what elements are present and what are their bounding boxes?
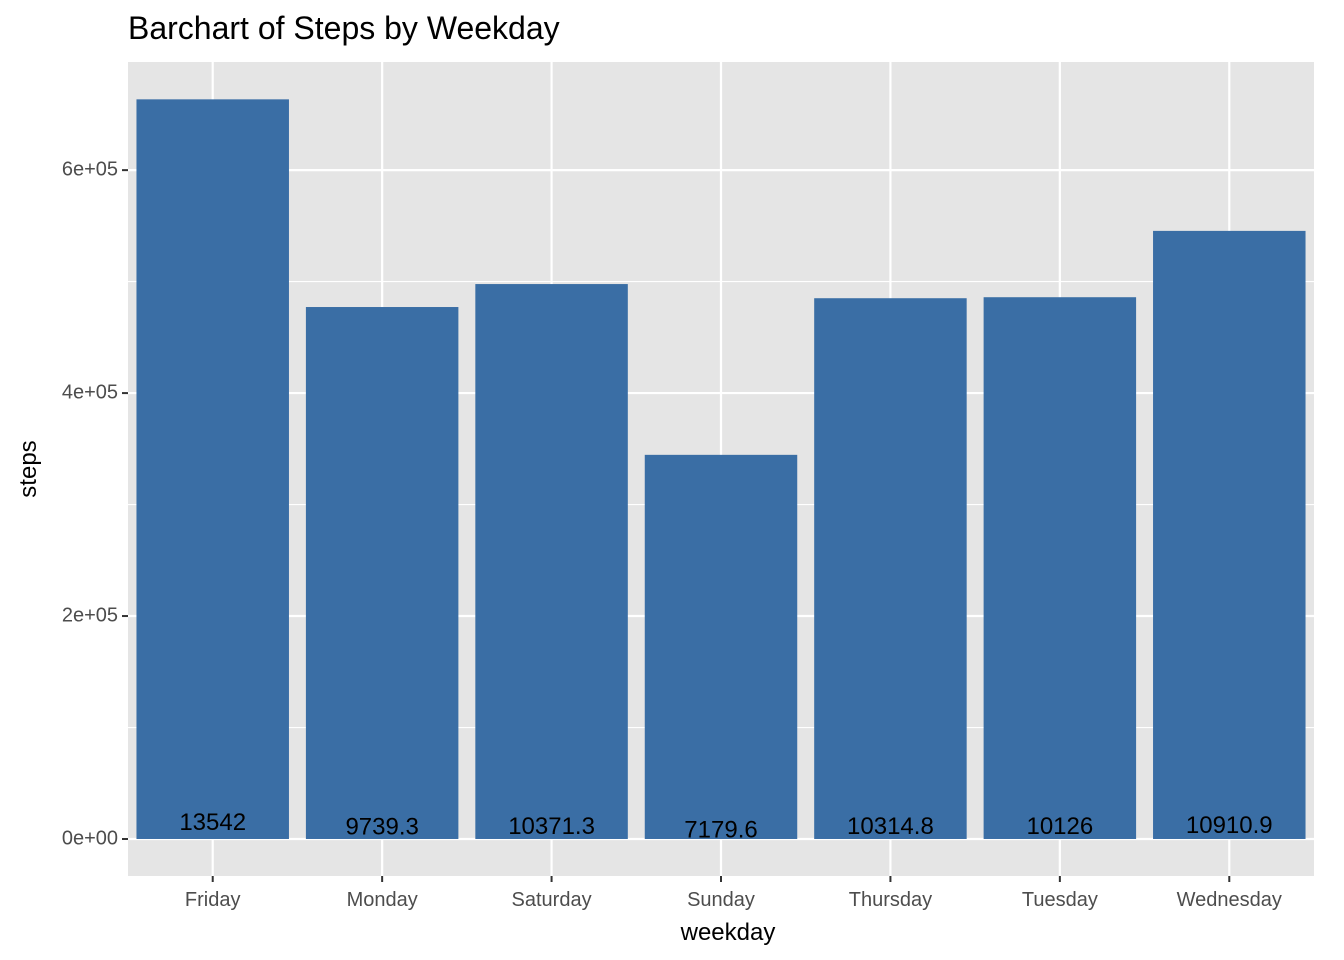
x-tick-label-thursday: Thursday [849, 889, 932, 911]
y-axis: 0e+00 2e+05 4e+05 6e+05 [62, 158, 128, 849]
x-axis-title: weekday [680, 919, 776, 946]
y-tick-label: 6e+05 [62, 158, 118, 180]
bar-wednesday [1153, 230, 1306, 839]
x-tick-label-monday: Monday [347, 889, 418, 911]
x-tick-label-saturday: Saturday [512, 889, 592, 911]
bars [136, 99, 1306, 839]
data-label-saturday: 10371.3 [508, 813, 595, 840]
x-axis: Friday Monday Saturday Sunday Thursday Tuesda… [185, 876, 1282, 911]
x-tick-label-sunday: Sunday [687, 889, 755, 911]
x-tick-label-wednesday: Wednesday [1177, 889, 1282, 911]
bar-sunday [644, 454, 798, 839]
data-label-wednesday: 10910.9 [1186, 812, 1273, 839]
bar-tuesday [983, 297, 1137, 839]
y-tick-label: 2e+05 [62, 604, 118, 626]
bar-monday [305, 307, 459, 839]
x-tick-label-tuesday: Tuesday [1022, 889, 1098, 911]
bar-friday [136, 99, 289, 839]
y-tick-label: 0e+00 [62, 827, 118, 849]
bar-data-labels: 13542 9739.3 10371.3 7179.6 10314.8 10126 1091… [179, 809, 1272, 843]
x-tick-label-friday: Friday [185, 889, 241, 911]
data-label-friday: 13542 [179, 809, 246, 836]
bar-thursday [814, 298, 967, 839]
data-label-tuesday: 10126 [1026, 813, 1093, 840]
y-tick-label: 4e+05 [62, 381, 118, 403]
data-label-monday: 9739.3 [345, 813, 418, 840]
chart-title: Barchart of Steps by Weekday [128, 10, 560, 46]
data-label-sunday: 7179.6 [684, 816, 757, 843]
bar-saturday [475, 284, 628, 839]
data-label-thursday: 10314.8 [847, 813, 934, 840]
y-axis-title: steps [15, 440, 42, 497]
